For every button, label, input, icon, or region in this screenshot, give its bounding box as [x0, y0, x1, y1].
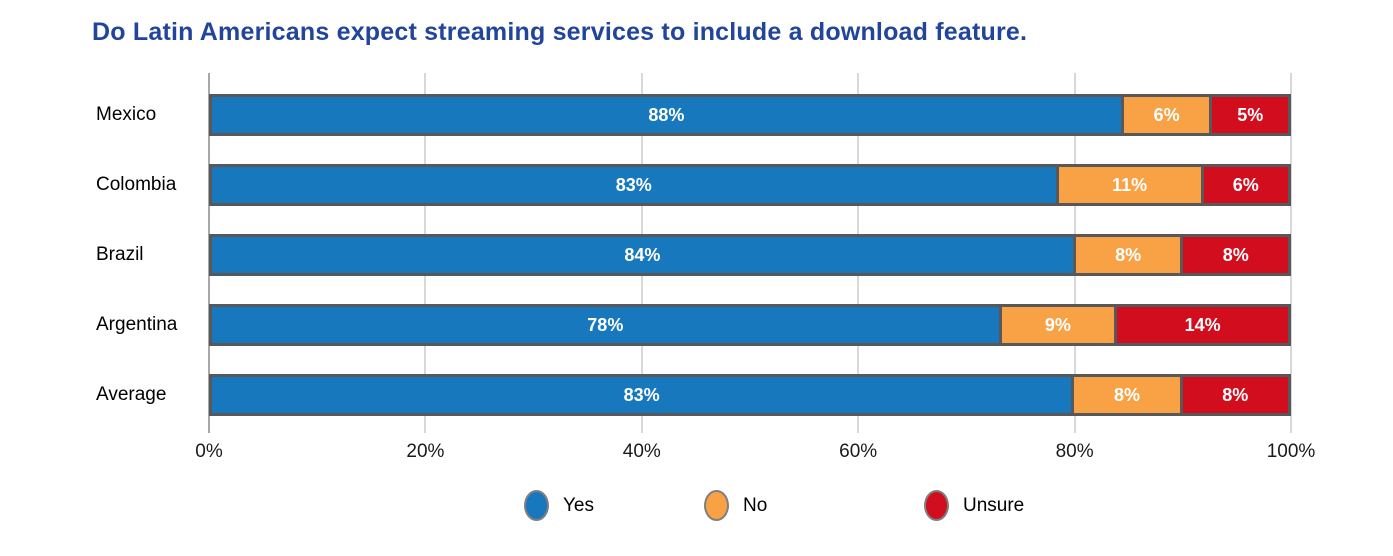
bar-value-label: 8%: [1222, 244, 1249, 265]
legend-marker-icon: [524, 490, 549, 521]
legend-item-unsure: Unsure: [924, 490, 1024, 521]
legend-item-no: No: [704, 490, 767, 521]
bar-value-label: 83%: [615, 174, 652, 195]
category-label-average: Average: [96, 384, 167, 405]
category-label-mexico: Mexico: [96, 104, 157, 125]
bar-segment-no: 6%: [1120, 97, 1210, 133]
bar-segment-no: 9%: [998, 307, 1115, 343]
bar-segment-no: 8%: [1072, 237, 1181, 273]
bar-segment-no: 8%: [1071, 377, 1180, 413]
legend-label: Unsure: [963, 494, 1025, 516]
bar-segment-yes: 83%: [212, 377, 1072, 413]
bar-segment-unsure: 5%: [1209, 97, 1288, 133]
legend-item-yes: Yes: [524, 490, 594, 521]
bar-value-label: 8%: [1222, 384, 1249, 405]
bar-value-label: 84%: [624, 244, 661, 265]
bar-value-label: 5%: [1237, 104, 1264, 125]
bar-row-colombia: 83% 11% 6%: [209, 164, 1291, 206]
bar-segment-unsure: 14%: [1114, 307, 1288, 343]
category-label-argentina: Argentina: [96, 314, 178, 335]
legend-marker-icon: [924, 490, 949, 521]
plot-area: 88% 6% 5% 83% 11% 6% 84% 8% 8% 78% 9% 14% 83% 8% 8%: [208, 73, 1292, 433]
legend-label: No: [743, 494, 768, 516]
bar-row-average: 83% 8% 8%: [209, 374, 1291, 416]
x-tick-label: 40%: [622, 441, 661, 462]
legend-label: Yes: [563, 494, 594, 516]
legend-marker-icon: [704, 490, 729, 521]
bar-value-label: 88%: [648, 104, 685, 125]
bar-value-label: 9%: [1044, 314, 1071, 335]
x-tick-label: 60%: [839, 441, 878, 462]
bar-value-label: 78%: [587, 314, 624, 335]
x-tick-label: 80%: [1055, 441, 1094, 462]
bar-segment-no: 11%: [1055, 167, 1201, 203]
bar-segment-unsure: 6%: [1200, 167, 1288, 203]
legend: Yes No Unsure: [209, 490, 1291, 534]
x-tick-label: 0%: [195, 441, 223, 462]
bar-segment-yes: 84%: [212, 237, 1073, 273]
bar-row-brazil: 84% 8% 8%: [209, 234, 1291, 276]
bar-segment-yes: 88%: [212, 97, 1121, 133]
bar-segment-yes: 78%: [212, 307, 999, 343]
bar-value-label: 6%: [1232, 174, 1259, 195]
bar-value-label: 8%: [1113, 384, 1140, 405]
bar-row-mexico: 88% 6% 5%: [209, 94, 1291, 136]
x-tick-label: 100%: [1266, 441, 1316, 462]
category-label-colombia: Colombia: [96, 174, 177, 195]
bar-value-label: 11%: [1112, 174, 1148, 195]
category-label-brazil: Brazil: [96, 244, 144, 265]
bar-value-label: 8%: [1115, 244, 1142, 265]
bar-value-label: 14%: [1184, 314, 1221, 335]
bar-row-argentina: 78% 9% 14%: [209, 304, 1291, 346]
bar-segment-unsure: 8%: [1179, 377, 1288, 413]
gridline-100%: [1290, 73, 1292, 433]
chart-title: Do Latin Americans expect streaming serv…: [92, 18, 1028, 46]
bar-value-label: 6%: [1153, 104, 1180, 125]
x-tick-label: 20%: [406, 441, 445, 462]
bar-segment-yes: 83%: [212, 167, 1056, 203]
bar-segment-unsure: 8%: [1180, 237, 1289, 273]
bar-value-label: 83%: [623, 384, 660, 405]
